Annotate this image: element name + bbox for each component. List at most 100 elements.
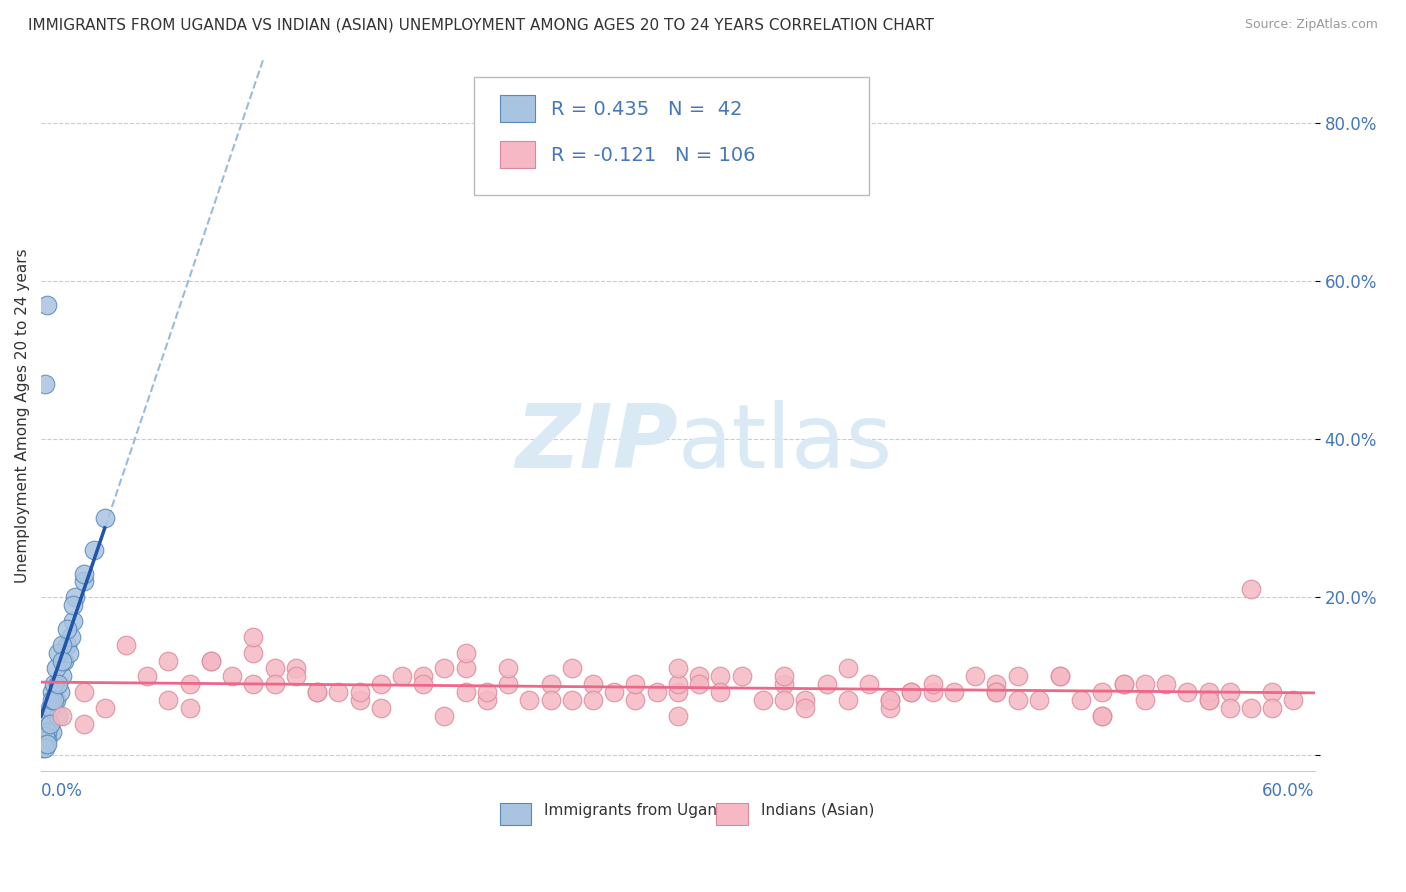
- Point: [45, 693, 67, 707]
- Point: [1261, 685, 1284, 699]
- Point: [837, 661, 859, 675]
- Point: [454, 685, 477, 699]
- FancyBboxPatch shape: [474, 78, 869, 194]
- Point: [242, 646, 264, 660]
- Point: [51, 654, 73, 668]
- Point: [709, 669, 731, 683]
- Point: [900, 685, 922, 699]
- Point: [42, 693, 65, 707]
- Point: [1133, 677, 1156, 691]
- Point: [921, 685, 943, 699]
- Point: [72, 566, 94, 581]
- Point: [540, 693, 562, 707]
- Point: [391, 669, 413, 683]
- Point: [307, 685, 329, 699]
- Point: [46, 677, 69, 691]
- Point: [921, 677, 943, 691]
- Point: [624, 693, 647, 707]
- Point: [72, 685, 94, 699]
- Point: [200, 654, 222, 668]
- Point: [986, 685, 1008, 699]
- Point: [83, 542, 105, 557]
- Point: [561, 661, 583, 675]
- Point: [1282, 693, 1305, 707]
- Point: [94, 701, 117, 715]
- Point: [1198, 693, 1220, 707]
- Point: [34, 724, 56, 739]
- Point: [136, 669, 159, 683]
- Point: [879, 701, 901, 715]
- Point: [221, 669, 243, 683]
- Point: [62, 598, 84, 612]
- Point: [1219, 685, 1241, 699]
- Point: [307, 685, 329, 699]
- Point: [942, 685, 965, 699]
- Point: [1049, 669, 1071, 683]
- Point: [688, 669, 710, 683]
- Point: [242, 630, 264, 644]
- Point: [475, 693, 498, 707]
- Point: [32, 737, 55, 751]
- Point: [179, 677, 201, 691]
- Point: [666, 677, 689, 691]
- Point: [815, 677, 838, 691]
- Point: [41, 685, 63, 699]
- Point: [328, 685, 350, 699]
- Point: [284, 669, 307, 683]
- Point: [1091, 709, 1114, 723]
- Point: [1007, 693, 1029, 707]
- Point: [475, 685, 498, 699]
- Text: 0.0%: 0.0%: [41, 782, 83, 800]
- Point: [32, 740, 55, 755]
- Point: [1198, 685, 1220, 699]
- Point: [63, 591, 86, 605]
- Point: [349, 693, 371, 707]
- Text: R = 0.435   N =  42: R = 0.435 N = 42: [551, 100, 742, 119]
- Point: [59, 630, 82, 644]
- Point: [879, 693, 901, 707]
- Point: [794, 693, 817, 707]
- Point: [349, 685, 371, 699]
- Point: [242, 677, 264, 691]
- Point: [1198, 693, 1220, 707]
- Point: [46, 709, 69, 723]
- Point: [773, 669, 796, 683]
- Point: [666, 709, 689, 723]
- Point: [32, 732, 55, 747]
- Point: [1070, 693, 1092, 707]
- Point: [1154, 677, 1177, 691]
- Point: [454, 661, 477, 675]
- Text: ZIP: ZIP: [515, 401, 678, 487]
- Point: [433, 709, 456, 723]
- Point: [986, 685, 1008, 699]
- Point: [49, 685, 72, 699]
- Point: [263, 661, 285, 675]
- Point: [370, 677, 392, 691]
- Point: [582, 677, 605, 691]
- Point: [1240, 701, 1263, 715]
- Text: Source: ZipAtlas.com: Source: ZipAtlas.com: [1244, 18, 1378, 31]
- Point: [1049, 669, 1071, 683]
- Point: [41, 693, 63, 707]
- Point: [1028, 693, 1050, 707]
- Point: [496, 661, 519, 675]
- Point: [72, 716, 94, 731]
- Point: [965, 669, 987, 683]
- Point: [837, 693, 859, 707]
- Point: [1112, 677, 1135, 691]
- Point: [370, 701, 392, 715]
- Point: [540, 677, 562, 691]
- Point: [1133, 693, 1156, 707]
- Point: [412, 669, 434, 683]
- Point: [454, 646, 477, 660]
- Point: [624, 677, 647, 691]
- Point: [561, 693, 583, 707]
- Point: [666, 661, 689, 675]
- Point: [1091, 685, 1114, 699]
- Point: [752, 693, 775, 707]
- Point: [688, 677, 710, 691]
- Point: [1091, 709, 1114, 723]
- Point: [794, 701, 817, 715]
- Text: 60.0%: 60.0%: [1263, 782, 1315, 800]
- Point: [53, 654, 76, 668]
